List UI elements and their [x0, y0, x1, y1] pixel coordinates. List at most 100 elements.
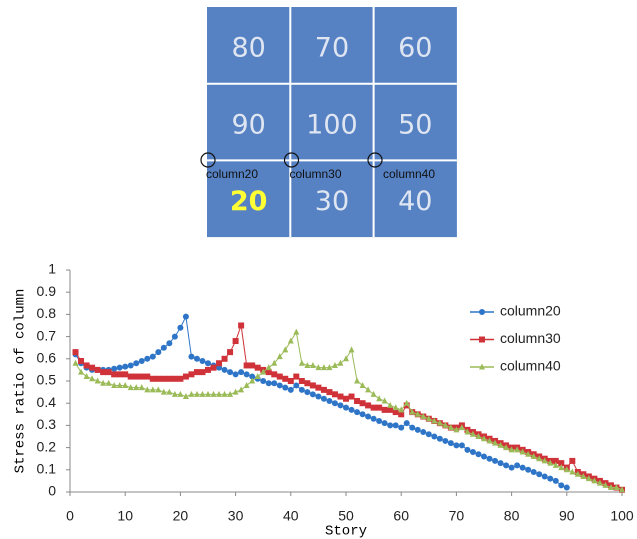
column-marker [200, 152, 216, 168]
data-point [619, 486, 625, 493]
data-point [392, 422, 399, 429]
data-point [293, 328, 300, 335]
data-point [431, 433, 438, 440]
data-point [503, 462, 510, 469]
data-point [182, 313, 189, 320]
data-point [249, 373, 256, 380]
data-point [287, 337, 294, 344]
data-point [326, 364, 333, 371]
data-point [94, 377, 101, 384]
data-point [149, 353, 156, 360]
data-point [558, 464, 565, 471]
data-point [265, 380, 272, 387]
data-point [458, 442, 465, 449]
data-point [105, 369, 112, 376]
data-point [177, 324, 184, 331]
data-point [205, 366, 211, 373]
data-point [585, 475, 592, 482]
data-point [282, 346, 289, 353]
data-point [116, 381, 123, 388]
data-point [166, 340, 173, 347]
data-point [392, 409, 399, 416]
data-point [354, 409, 361, 416]
data-point [442, 421, 449, 428]
data-point [519, 448, 526, 455]
data-point [370, 404, 377, 411]
data-point [403, 420, 410, 427]
data-point [365, 386, 372, 393]
data-point [563, 466, 570, 473]
data-point [254, 364, 261, 371]
data-point [149, 375, 156, 382]
data-point [188, 371, 195, 378]
data-point [497, 441, 504, 448]
data-point [370, 415, 377, 422]
data-point [298, 359, 305, 366]
plan-background [207, 7, 457, 238]
data-point [348, 393, 355, 400]
data-point [304, 361, 311, 368]
data-point [580, 472, 587, 479]
data-point [105, 379, 112, 386]
data-point [83, 373, 90, 380]
cell-label: 60 [398, 33, 432, 64]
data-point [409, 408, 416, 415]
data-point [127, 384, 134, 391]
data-point [409, 424, 416, 431]
data-point [160, 344, 167, 351]
data-point [276, 373, 283, 380]
data-point [111, 365, 118, 372]
data-point [144, 373, 151, 380]
data-point [116, 371, 123, 378]
data-point [508, 446, 515, 453]
data-point [205, 360, 211, 367]
data-point [166, 375, 173, 382]
data-point [276, 382, 283, 389]
data-point [138, 358, 145, 365]
data-point [354, 397, 361, 404]
data-point [227, 349, 234, 356]
data-point [100, 369, 107, 376]
data-point [232, 388, 239, 395]
data-point [177, 375, 184, 382]
data-point [320, 386, 327, 393]
data-point [343, 355, 349, 362]
y-tick-label: 0.6 [37, 350, 57, 366]
data-point [469, 449, 476, 456]
column-label: column20 [206, 167, 258, 181]
x-tick-label: 80 [504, 508, 520, 524]
data-point [315, 364, 322, 371]
legend-item: column40 [470, 358, 561, 374]
data-point [238, 322, 245, 329]
cell-label: 50 [398, 109, 432, 140]
data-point [348, 406, 355, 413]
data-point [171, 333, 178, 340]
data-point [481, 435, 487, 442]
data-point [343, 404, 349, 411]
column-label: column30 [289, 167, 341, 181]
data-point [276, 353, 283, 360]
y-tick-label: 0 [48, 483, 56, 499]
data-point [558, 460, 565, 467]
data-point [238, 369, 245, 376]
data-point [293, 382, 300, 389]
data-point [171, 375, 178, 382]
data-point [536, 471, 543, 478]
data-point [133, 373, 140, 380]
x-tick-label: 100 [610, 508, 634, 524]
data-point [193, 369, 200, 376]
data-point [293, 373, 300, 380]
data-point [387, 406, 394, 413]
data-point [343, 395, 349, 402]
data-point [436, 435, 443, 442]
y-tick-label: 0.8 [37, 305, 57, 321]
data-point [144, 355, 151, 362]
data-point [596, 479, 603, 486]
data-point [602, 481, 609, 488]
data-point [271, 380, 278, 387]
data-point [111, 371, 118, 378]
data-point [392, 404, 399, 411]
data-point [464, 446, 471, 453]
data-point [315, 393, 322, 400]
data-point [359, 411, 366, 418]
